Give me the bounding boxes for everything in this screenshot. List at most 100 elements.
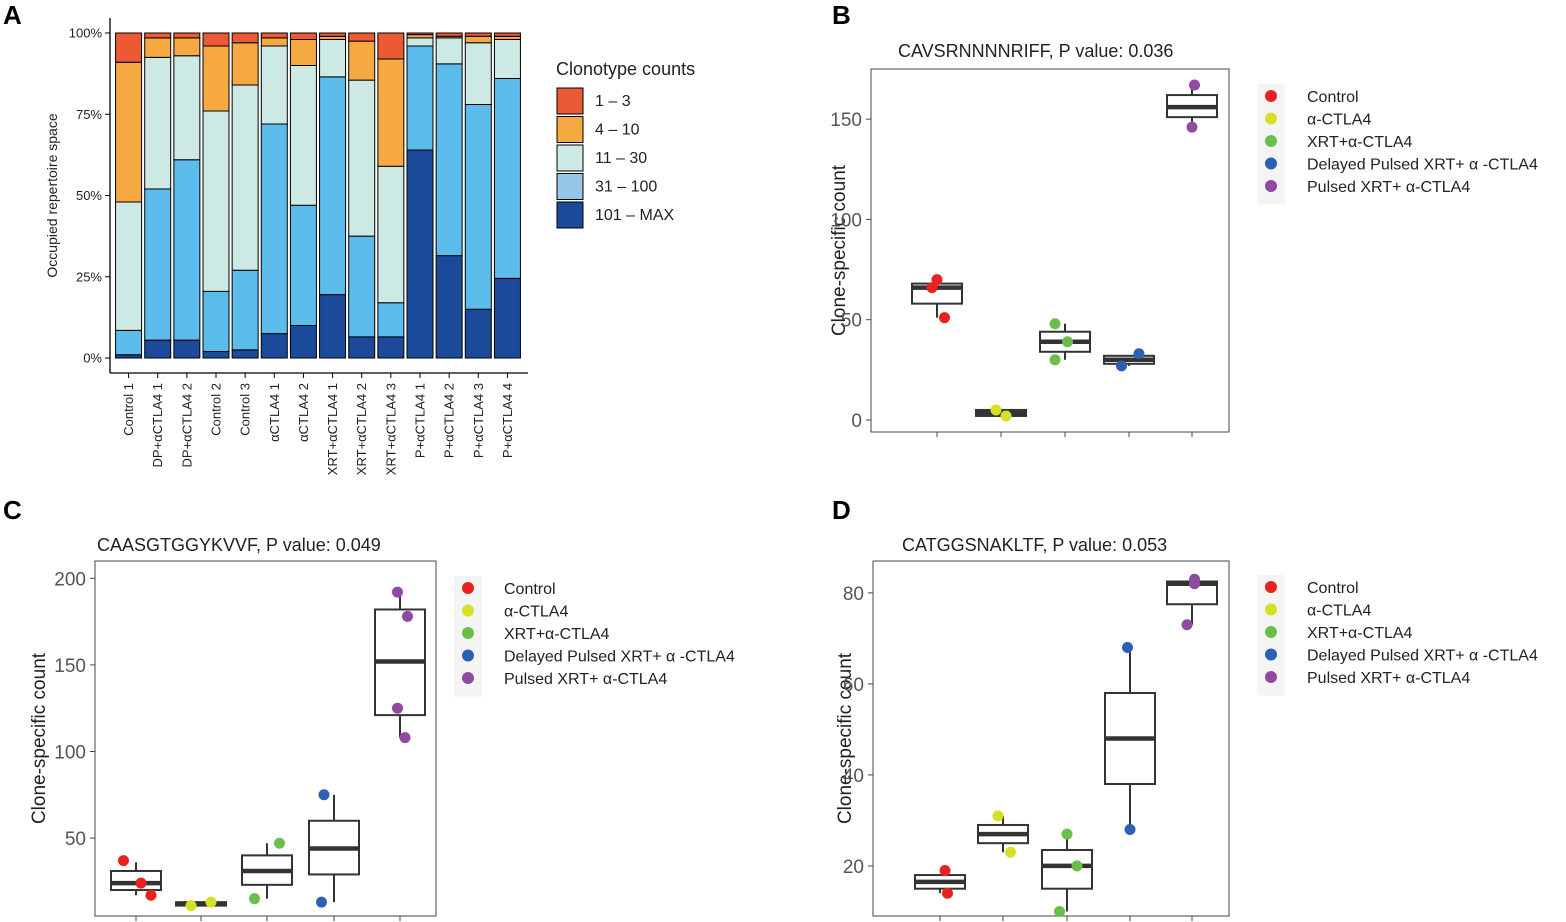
box-plot-d: CATGGSNAKLTF, P value: 0.053 Clone-specif… xyxy=(835,535,1538,921)
bar-segment-11-30 xyxy=(231,84,259,271)
bar-segment-1-3 xyxy=(231,32,259,44)
legend-key-delayed-pulsed-xrt-ctla4 xyxy=(1265,648,1277,661)
bar-segment-101-max xyxy=(202,351,230,359)
data-point-pulsed-xrt-ctla4 xyxy=(1189,578,1200,590)
data-point-delayed-pulsed-xrt-ctla4 xyxy=(1124,824,1136,836)
y-tick-label: 0% xyxy=(83,351,102,366)
bar-segment-1-3 xyxy=(115,32,143,63)
data-point-delayed-pulsed-xrt-ctla4 xyxy=(1122,641,1133,653)
data-point-delayed-pulsed-xrt-ctla4 xyxy=(1133,348,1145,360)
bar-segment-11-30 xyxy=(144,56,172,190)
bar-segment-1-3 xyxy=(289,32,317,40)
bar-segment-1-3 xyxy=(435,32,463,37)
y-tick-label: 100 xyxy=(54,742,86,763)
legend-key-ctla4 xyxy=(1265,112,1277,125)
x-tick-label: XRT+αCTLA4 2 xyxy=(354,383,369,475)
bar-segment-31-100 xyxy=(289,204,317,326)
bar-segment-11-30 xyxy=(260,45,288,125)
legend-key xyxy=(556,144,584,172)
data-point-delayed-pulsed-xrt-ctla4 xyxy=(1116,360,1127,372)
bar-segment-31-100 xyxy=(202,290,230,352)
legend-label: Delayed Pulsed XRT+ α -CTLA4 xyxy=(1307,157,1538,174)
data-point-xrt-ctla4 xyxy=(1049,354,1061,366)
bar-segment-1-3 xyxy=(464,32,492,37)
legend-label: α-CTLA4 xyxy=(1307,112,1371,129)
y-tick-label: 20 xyxy=(843,857,864,878)
plot-frame xyxy=(870,68,1230,433)
panel-letter-d: D xyxy=(832,495,851,525)
data-point-pulsed-xrt-ctla4 xyxy=(392,586,403,598)
data-point-ctla4 xyxy=(205,896,217,908)
bar-segment-11-30 xyxy=(348,79,376,237)
legend-key-xrt-ctla4 xyxy=(1265,135,1277,147)
box-plot-b: CAVSRNNNNRIFF, P value: 0.036 Clone-speci… xyxy=(829,41,1538,437)
box-xrt-ctla4 xyxy=(1041,849,1093,890)
bar-segment-11-30 xyxy=(406,37,434,47)
legend-key-delayed-pulsed-xrt-ctla4 xyxy=(1265,157,1277,170)
x-tick-label: P+αCTLA4 3 xyxy=(471,383,486,458)
bar-segment-101-max xyxy=(289,325,317,359)
legend-label: Pulsed XRT+ α-CTLA4 xyxy=(1307,179,1470,196)
legend-label: 4 – 10 xyxy=(595,122,640,139)
y-tick-label: 80 xyxy=(843,584,864,605)
bar-segment-4-10 xyxy=(231,42,259,86)
bar-segment-11-30 xyxy=(115,201,143,331)
bar-segment-101-max xyxy=(348,336,376,359)
legend-label: α-CTLA4 xyxy=(1307,603,1371,620)
x-tick-label: Control 2 xyxy=(209,383,224,436)
bar-segment-1-3 xyxy=(144,32,172,39)
legend-label: Delayed Pulsed XRT+ α -CTLA4 xyxy=(1307,648,1538,665)
bar-segment-4-10 xyxy=(115,61,143,203)
y-tick-label: 50 xyxy=(65,829,86,850)
bar-segment-31-100 xyxy=(231,269,259,351)
y-tick-label: 0 xyxy=(851,411,862,432)
data-point-control xyxy=(931,274,943,286)
bar-segment-31-100 xyxy=(144,188,172,341)
bar-segment-31-100 xyxy=(260,123,288,335)
data-point-pulsed-xrt-ctla4 xyxy=(402,610,413,622)
bar-segment-11-30 xyxy=(319,39,347,78)
bar-segment-101-max xyxy=(493,277,521,359)
legend-label: 1 – 3 xyxy=(595,93,631,110)
data-point-xrt-ctla4 xyxy=(249,893,260,905)
bar-segment-101-max xyxy=(231,349,259,359)
legend-label: Pulsed XRT+ α-CTLA4 xyxy=(1307,670,1470,687)
data-point-ctla4 xyxy=(992,810,1004,822)
bar-segment-31-100 xyxy=(377,302,405,338)
bar-segment-31-100 xyxy=(173,159,201,341)
bar-segment-11-30 xyxy=(377,165,405,304)
legend-label: Delayed Pulsed XRT+ α -CTLA4 xyxy=(504,649,735,666)
data-point-xrt-ctla4 xyxy=(1061,828,1073,840)
data-point-delayed-pulsed-xrt-ctla4 xyxy=(316,896,327,908)
data-point-xrt-ctla4 xyxy=(1062,336,1073,348)
legend-title: Clonotype counts xyxy=(556,59,695,79)
legend-label: 31 – 100 xyxy=(595,179,657,196)
y-tick-label: 40 xyxy=(843,766,864,787)
data-point-control xyxy=(118,855,129,867)
y-tick-label: 60 xyxy=(843,675,864,696)
y-tick-label: 200 xyxy=(54,569,86,590)
data-point-pulsed-xrt-ctla4 xyxy=(392,702,403,714)
y-tick-label: 150 xyxy=(54,656,86,677)
legend-key xyxy=(556,201,584,229)
bar-segment-4-10 xyxy=(144,37,172,58)
box-control xyxy=(110,869,162,892)
bar-segment-1-3 xyxy=(173,32,201,39)
bar-segment-11-30 xyxy=(289,65,317,206)
bar-segment-101-max xyxy=(260,333,288,359)
panel-letter-b: B xyxy=(832,0,851,30)
bar-segment-1-3 xyxy=(260,32,288,39)
plot-title: CAASGTGGYKVVF, P value: 0.049 xyxy=(97,535,381,555)
bar-segment-1-3 xyxy=(493,32,521,37)
x-tick-label: DP+αCTLA4 1 xyxy=(150,383,165,467)
bar-segment-101-max xyxy=(464,308,492,359)
y-tick-label: 50 xyxy=(841,311,862,332)
bar-segment-4-10 xyxy=(173,37,201,57)
legend-key xyxy=(556,173,584,200)
bar-segment-11-30 xyxy=(493,39,521,79)
bar-segment-101-max xyxy=(435,255,463,359)
bar-segment-11-30 xyxy=(464,42,492,105)
bar-segment-101-max xyxy=(406,149,434,359)
y-tick-label: 100 xyxy=(830,210,862,231)
legend-label: α-CTLA4 xyxy=(504,604,568,621)
